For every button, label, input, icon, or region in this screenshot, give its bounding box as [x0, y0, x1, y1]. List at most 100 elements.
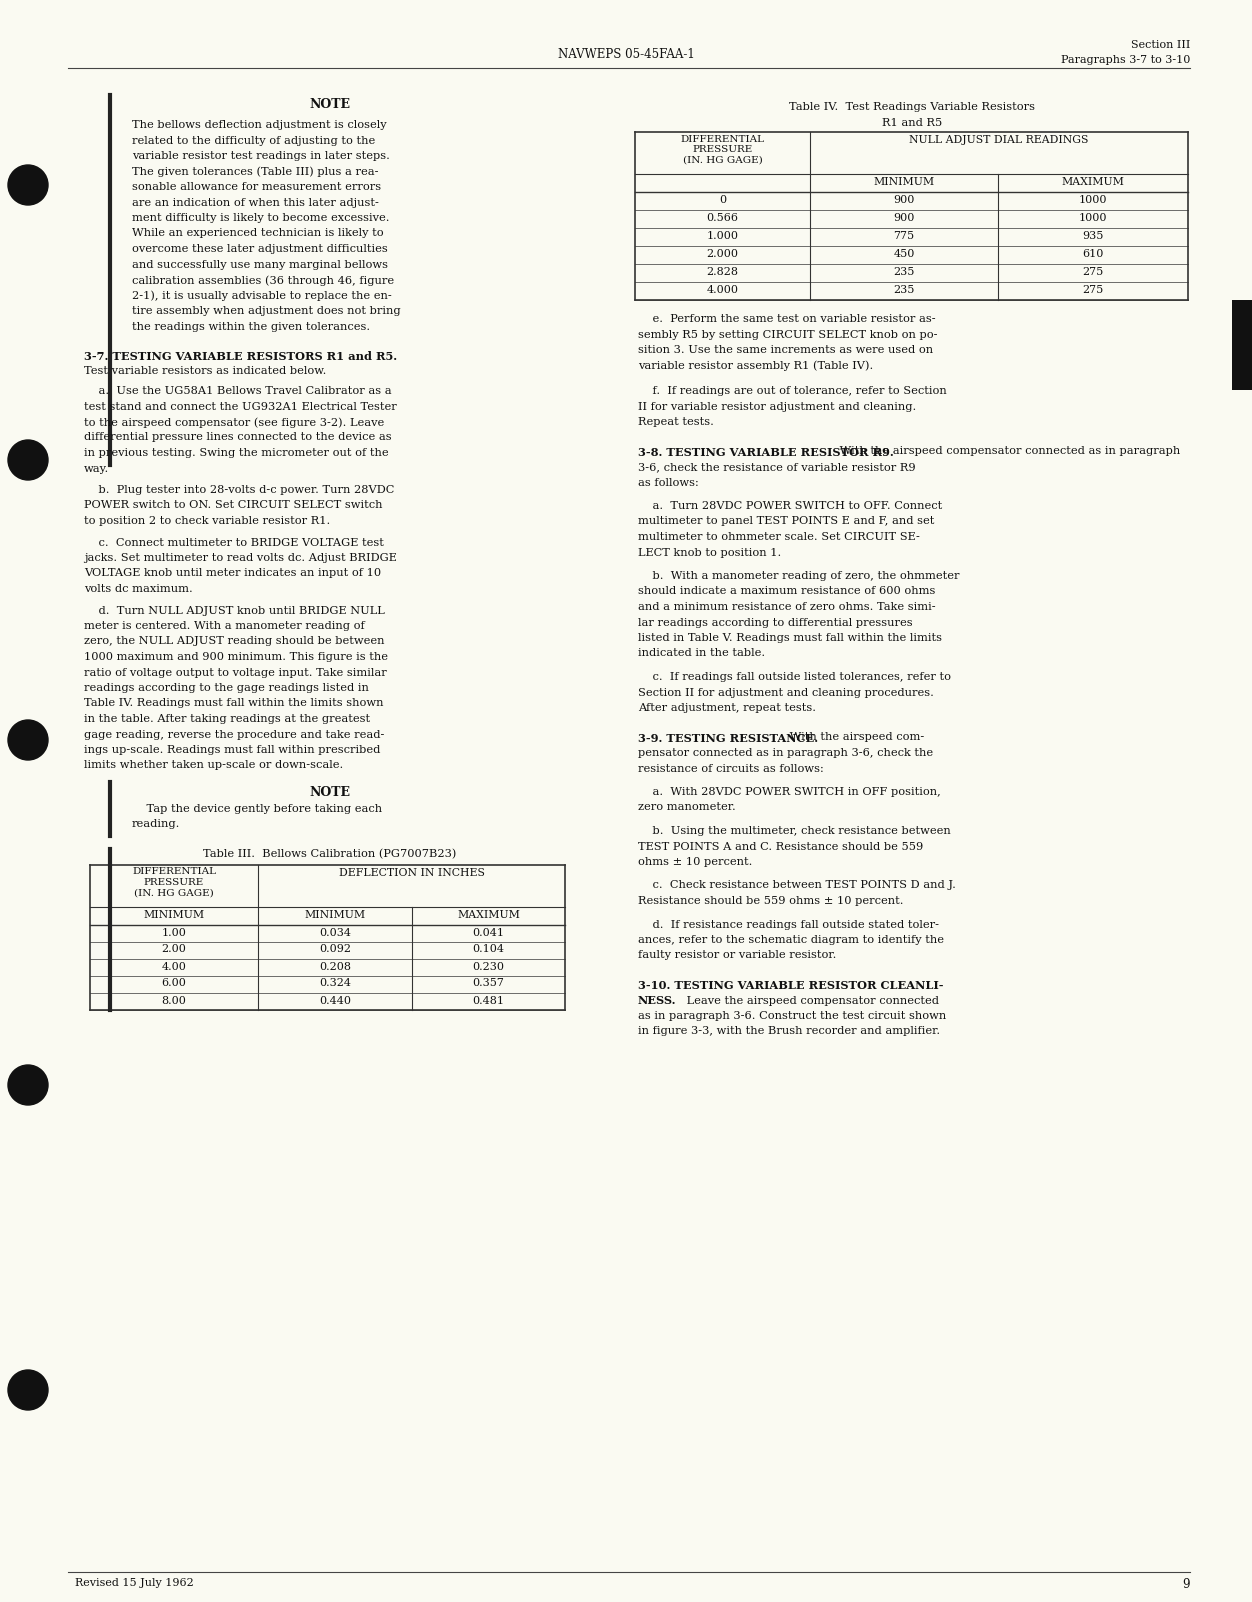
Text: Section III: Section III — [1131, 40, 1189, 50]
Text: in previous testing. Swing the micrometer out of the: in previous testing. Swing the micromete… — [84, 449, 388, 458]
Text: and a minimum resistance of zero ohms. Take simi-: and a minimum resistance of zero ohms. T… — [639, 602, 935, 612]
Text: b.  Using the multimeter, check resistance between: b. Using the multimeter, check resistanc… — [639, 827, 950, 836]
Text: NULL ADJUST DIAL READINGS: NULL ADJUST DIAL READINGS — [909, 135, 1089, 146]
Text: as in paragraph 3-6. Construct the test circuit shown: as in paragraph 3-6. Construct the test … — [639, 1011, 947, 1020]
Text: R1 and R5: R1 and R5 — [881, 119, 942, 128]
Text: Test variable resistors as indicated below.: Test variable resistors as indicated bel… — [84, 367, 327, 376]
Text: 0.357: 0.357 — [472, 979, 505, 988]
Text: variable resistor test readings in later steps.: variable resistor test readings in later… — [131, 151, 389, 160]
Text: 3-6, check the resistance of variable resistor R9: 3-6, check the resistance of variable re… — [639, 461, 915, 473]
Text: f.  If readings are out of tolerance, refer to Section: f. If readings are out of tolerance, ref… — [639, 386, 947, 396]
Text: 0.481: 0.481 — [472, 995, 505, 1006]
Text: 900: 900 — [894, 195, 915, 205]
Text: lar readings according to differential pressures: lar readings according to differential p… — [639, 617, 913, 628]
Text: c.  Connect multimeter to BRIDGE VOLTAGE test: c. Connect multimeter to BRIDGE VOLTAGE … — [84, 538, 384, 548]
Circle shape — [8, 165, 48, 205]
Text: NESS.: NESS. — [639, 995, 676, 1006]
Text: ances, refer to the schematic diagram to identify the: ances, refer to the schematic diagram to… — [639, 936, 944, 945]
Text: 2.828: 2.828 — [706, 268, 739, 277]
Text: pensator connected as in paragraph 3-6, check the: pensator connected as in paragraph 3-6, … — [639, 748, 933, 758]
Text: Section II for adjustment and cleaning procedures.: Section II for adjustment and cleaning p… — [639, 687, 934, 697]
Text: differential pressure lines connected to the device as: differential pressure lines connected to… — [84, 433, 392, 442]
Text: to the airspeed compensator (see figure 3-2). Leave: to the airspeed compensator (see figure … — [84, 417, 384, 428]
Text: MINIMUM: MINIMUM — [144, 910, 204, 920]
Text: test stand and connect the UG932A1 Electrical Tester: test stand and connect the UG932A1 Elect… — [84, 402, 397, 412]
Text: DEFLECTION IN INCHES: DEFLECTION IN INCHES — [338, 868, 485, 878]
Text: Resistance should be 559 ohms ± 10 percent.: Resistance should be 559 ohms ± 10 perce… — [639, 896, 904, 907]
Text: 0.566: 0.566 — [706, 213, 739, 223]
Text: MINIMUM: MINIMUM — [304, 910, 366, 920]
Text: gage reading, reverse the procedure and take read-: gage reading, reverse the procedure and … — [84, 729, 384, 740]
Text: 0.230: 0.230 — [472, 961, 505, 971]
Text: c.  Check resistance between TEST POINTS D and J.: c. Check resistance between TEST POINTS … — [639, 881, 955, 891]
Text: a.  Turn 28VDC POWER SWITCH to OFF. Connect: a. Turn 28VDC POWER SWITCH to OFF. Conne… — [639, 501, 943, 511]
Text: 9: 9 — [1182, 1578, 1189, 1591]
Text: 0.440: 0.440 — [319, 995, 351, 1006]
Text: sonable allowance for measurement errors: sonable allowance for measurement errors — [131, 183, 381, 192]
Text: 3-9. TESTING RESISTANCE.: 3-9. TESTING RESISTANCE. — [639, 732, 818, 743]
Text: Paragraphs 3-7 to 3-10: Paragraphs 3-7 to 3-10 — [1060, 54, 1189, 66]
Text: multimeter to panel TEST POINTS E and F, and set: multimeter to panel TEST POINTS E and F,… — [639, 516, 934, 527]
Text: volts dc maximum.: volts dc maximum. — [84, 585, 193, 594]
Text: Revised 15 July 1962: Revised 15 July 1962 — [75, 1578, 194, 1588]
Text: MINIMUM: MINIMUM — [874, 176, 934, 187]
Text: the readings within the given tolerances.: the readings within the given tolerances… — [131, 322, 371, 332]
Bar — [1232, 300, 1252, 389]
Text: 1.00: 1.00 — [162, 928, 187, 937]
Text: LECT knob to position 1.: LECT knob to position 1. — [639, 548, 781, 557]
Text: b.  Plug tester into 28-volts d-c power. Turn 28VDC: b. Plug tester into 28-volts d-c power. … — [84, 485, 394, 495]
Text: 0.104: 0.104 — [472, 945, 505, 955]
Text: 935: 935 — [1082, 231, 1104, 240]
Text: indicated in the table.: indicated in the table. — [639, 649, 765, 658]
Text: TEST POINTS A and C. Resistance should be 559: TEST POINTS A and C. Resistance should b… — [639, 841, 923, 852]
Text: 4.00: 4.00 — [162, 961, 187, 971]
Text: zero manometer.: zero manometer. — [639, 803, 736, 812]
Text: II for variable resistor adjustment and cleaning.: II for variable resistor adjustment and … — [639, 402, 916, 412]
Text: 0.208: 0.208 — [319, 961, 351, 971]
Text: meter is centered. With a manometer reading of: meter is centered. With a manometer read… — [84, 622, 364, 631]
Text: 450: 450 — [894, 248, 915, 260]
Text: reading.: reading. — [131, 819, 180, 828]
Text: tire assembly when adjustment does not bring: tire assembly when adjustment does not b… — [131, 306, 401, 316]
Text: DIFFERENTIAL
PRESSURE
(IN. HG GAGE): DIFFERENTIAL PRESSURE (IN. HG GAGE) — [131, 868, 217, 897]
Text: With the airspeed compensator connected as in paragraph: With the airspeed compensator connected … — [836, 447, 1181, 457]
Text: 0: 0 — [719, 195, 726, 205]
Text: DIFFERENTIAL
PRESSURE
(IN. HG GAGE): DIFFERENTIAL PRESSURE (IN. HG GAGE) — [681, 135, 765, 165]
Text: 0.324: 0.324 — [319, 979, 351, 988]
Text: b.  With a manometer reading of zero, the ohmmeter: b. With a manometer reading of zero, the… — [639, 570, 959, 582]
Text: d.  If resistance readings fall outside stated toler-: d. If resistance readings fall outside s… — [639, 920, 939, 929]
Text: Table IV.  Test Readings Variable Resistors: Table IV. Test Readings Variable Resisto… — [789, 103, 1035, 112]
Text: jacks. Set multimeter to read volts dc. Adjust BRIDGE: jacks. Set multimeter to read volts dc. … — [84, 553, 397, 562]
Text: 775: 775 — [894, 231, 914, 240]
Text: 0.041: 0.041 — [472, 928, 505, 937]
Text: are an indication of when this later adjust-: are an indication of when this later adj… — [131, 197, 379, 208]
Text: While an experienced technician is likely to: While an experienced technician is likel… — [131, 229, 383, 239]
Text: 2.000: 2.000 — [706, 248, 739, 260]
Text: overcome these later adjustment difficulties: overcome these later adjustment difficul… — [131, 244, 388, 255]
Text: With the airspeed com-: With the airspeed com- — [786, 732, 924, 742]
Text: sembly R5 by setting CIRCUIT SELECT knob on po-: sembly R5 by setting CIRCUIT SELECT knob… — [639, 330, 938, 340]
Text: 275: 275 — [1083, 285, 1103, 295]
Text: Table IV. Readings must fall within the limits shown: Table IV. Readings must fall within the … — [84, 698, 383, 708]
Text: 6.00: 6.00 — [162, 979, 187, 988]
Text: MAXIMUM: MAXIMUM — [457, 910, 520, 920]
Text: d.  Turn NULL ADJUST knob until BRIDGE NULL: d. Turn NULL ADJUST knob until BRIDGE NU… — [84, 606, 384, 615]
Text: 900: 900 — [894, 213, 915, 223]
Text: 1000: 1000 — [1079, 195, 1107, 205]
Text: related to the difficulty of adjusting to the: related to the difficulty of adjusting t… — [131, 136, 376, 146]
Text: and successfully use many marginal bellows: and successfully use many marginal bello… — [131, 260, 388, 269]
Text: ment difficulty is likely to become excessive.: ment difficulty is likely to become exce… — [131, 213, 389, 223]
Text: to position 2 to check variable resistor R1.: to position 2 to check variable resistor… — [84, 516, 331, 525]
Text: variable resistor assembly R1 (Table IV).: variable resistor assembly R1 (Table IV)… — [639, 360, 873, 372]
Text: zero, the NULL ADJUST reading should be between: zero, the NULL ADJUST reading should be … — [84, 636, 384, 647]
Text: VOLTAGE knob until meter indicates an input of 10: VOLTAGE knob until meter indicates an in… — [84, 569, 381, 578]
Text: in figure 3-3, with the Brush recorder and amplifier.: in figure 3-3, with the Brush recorder a… — [639, 1027, 940, 1036]
Text: 1.000: 1.000 — [706, 231, 739, 240]
Text: resistance of circuits as follows:: resistance of circuits as follows: — [639, 764, 824, 774]
Text: 0.034: 0.034 — [319, 928, 351, 937]
Text: 3-10. TESTING VARIABLE RESISTOR CLEANLI-: 3-10. TESTING VARIABLE RESISTOR CLEANLI- — [639, 980, 944, 992]
Text: multimeter to ohmmeter scale. Set CIRCUIT SE-: multimeter to ohmmeter scale. Set CIRCUI… — [639, 532, 920, 541]
Text: ohms ± 10 percent.: ohms ± 10 percent. — [639, 857, 752, 867]
Text: faulty resistor or variable resistor.: faulty resistor or variable resistor. — [639, 950, 836, 961]
Text: a.  Use the UG58A1 Bellows Travel Calibrator as a: a. Use the UG58A1 Bellows Travel Calibra… — [84, 386, 392, 396]
